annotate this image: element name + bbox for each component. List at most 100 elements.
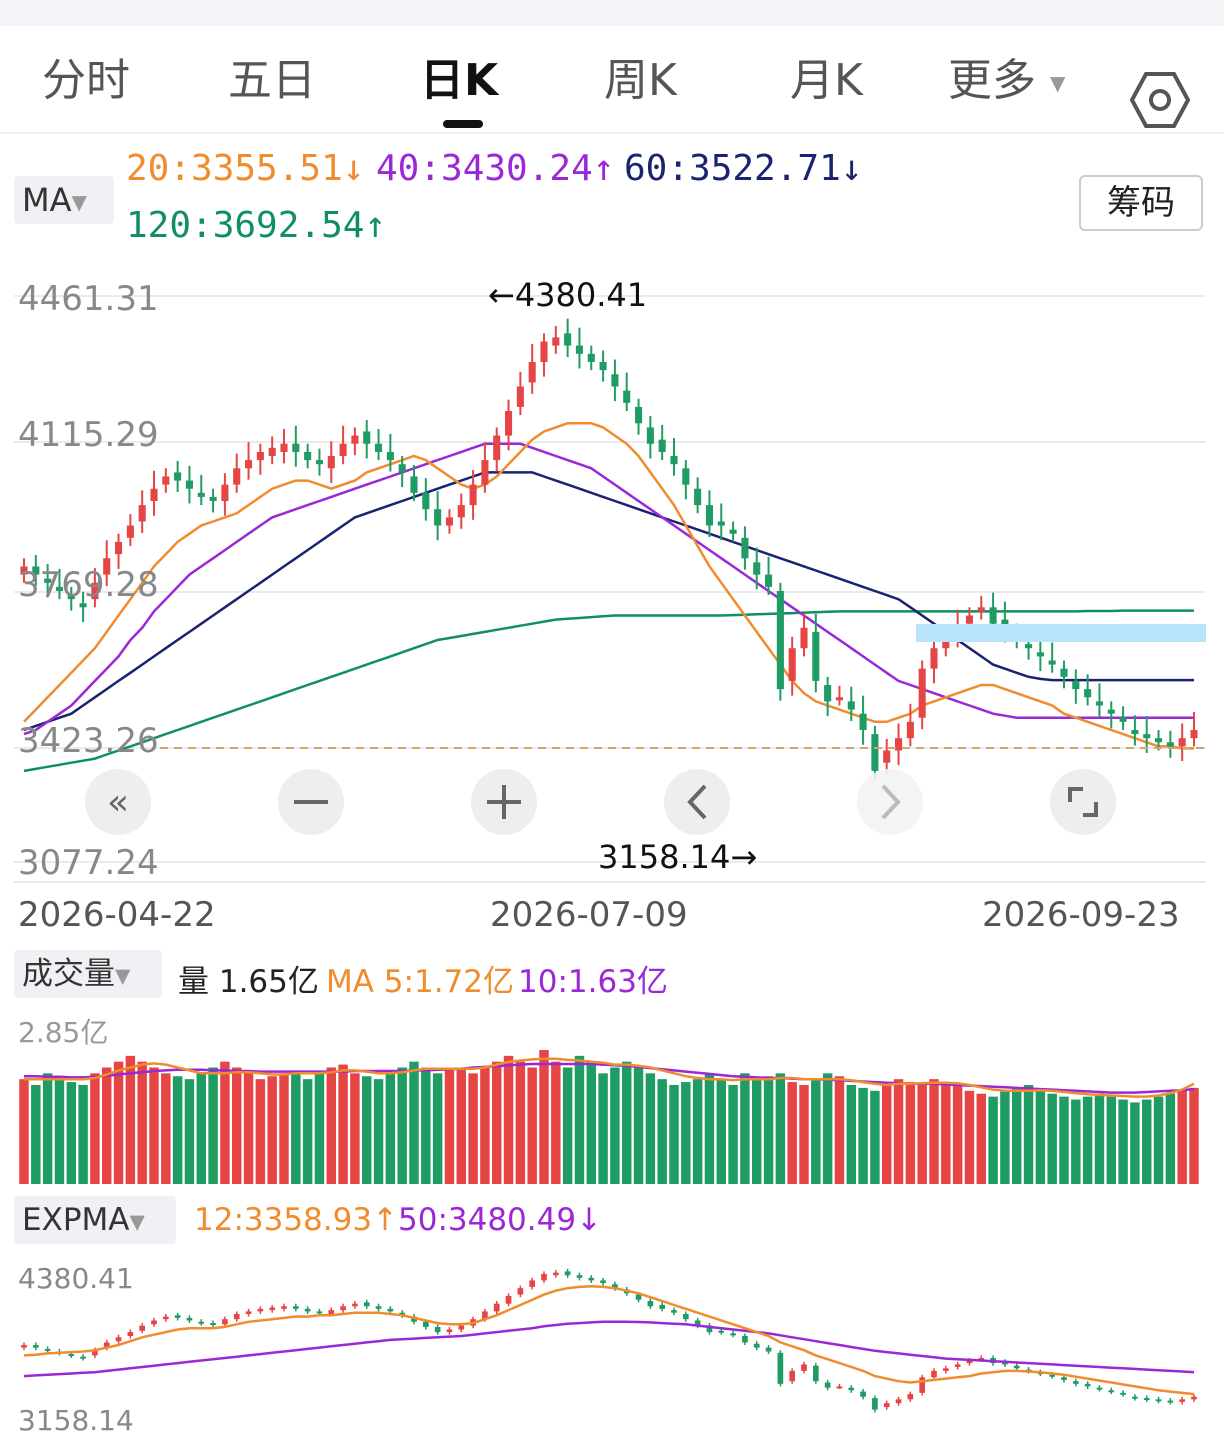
candle-body	[457, 505, 465, 518]
volume-value: 量 1.65亿	[178, 964, 319, 1000]
candle-body	[788, 648, 796, 681]
candle-body	[79, 603, 87, 608]
candle-body	[611, 374, 619, 387]
volume-bar	[527, 1067, 537, 1184]
tab-intraday[interactable]: 分时	[42, 55, 130, 106]
candle-body	[575, 345, 583, 354]
ma40-arrow: ↑	[592, 148, 615, 189]
candle-body	[516, 386, 524, 407]
chevron-down-icon: ▼	[115, 963, 131, 988]
prev-button[interactable]	[664, 769, 730, 835]
tab-more[interactable]: 更多 ▼	[948, 44, 1065, 108]
volume-bar	[763, 1076, 774, 1184]
expma-candle-body	[552, 1272, 559, 1276]
volume-bar	[539, 1050, 549, 1184]
expma-candle-body	[505, 1295, 512, 1304]
volume-bar	[1118, 1099, 1128, 1184]
tab-weekly-k[interactable]: 周K	[604, 55, 677, 106]
candle-body	[1190, 730, 1198, 739]
candle-body	[256, 451, 264, 461]
vol_ma5-line	[24, 1057, 1195, 1098]
expma-candle-body	[292, 1306, 299, 1309]
ma120-label: 120:3692.54	[126, 205, 365, 246]
candle-body	[221, 484, 229, 502]
expma-candle-body	[257, 1308, 264, 1312]
expma-candle-body	[564, 1271, 571, 1276]
expma-selector[interactable]: EXPMA▼	[14, 1196, 176, 1244]
volume-bar	[1106, 1096, 1116, 1184]
expma50-value: 50:3480.49↓	[398, 1202, 602, 1238]
y-tick: 4115.29	[18, 415, 159, 455]
next-button[interactable]	[857, 769, 923, 835]
active-tab-indicator	[443, 120, 483, 128]
volume-bar	[196, 1073, 206, 1184]
candle-body	[1072, 680, 1080, 690]
candle-body	[753, 562, 761, 575]
candle-body	[32, 566, 40, 575]
zoom-in-button[interactable]	[471, 769, 537, 835]
expma12-arrow: ↑	[372, 1202, 399, 1238]
volume-bar	[752, 1079, 762, 1184]
fullscreen-icon	[1068, 787, 1098, 817]
expma-candle-body	[281, 1306, 287, 1309]
chevron-right-icon	[881, 784, 901, 820]
expma-candle-body	[753, 1343, 760, 1348]
expma-candle-body	[1120, 1392, 1126, 1395]
expma-candle-body	[352, 1303, 358, 1307]
expma-candle-body	[269, 1307, 276, 1311]
tab-five-day[interactable]: 五日	[228, 55, 316, 106]
chevron-down-icon: ▼	[129, 1209, 145, 1234]
candle-body	[635, 406, 643, 424]
period-tabs: 分时 五日 日K 周K 月K 更多 ▼	[0, 26, 1224, 134]
y-tick: 3423.26	[18, 721, 159, 761]
zoom-out-button[interactable]	[278, 769, 344, 835]
fullscreen-button[interactable]	[1050, 769, 1116, 835]
ma-selector[interactable]: MA▼	[14, 176, 114, 224]
candle-body	[280, 443, 288, 452]
candlestick-chart[interactable]: 4461.31 4115.29 3769.28 3423.26 3077.24 …	[0, 262, 1224, 942]
candle-body	[174, 472, 182, 481]
volume-selector[interactable]: 成交量▼	[14, 950, 162, 998]
volume-bar	[952, 1084, 963, 1184]
expma-candle-body	[399, 1312, 406, 1316]
volume-bar	[338, 1064, 348, 1184]
expma-candle-body	[812, 1365, 819, 1382]
volume-bar	[704, 1073, 715, 1184]
volume-bar	[243, 1073, 254, 1184]
expma-candle-body	[458, 1325, 465, 1330]
volume-bar	[373, 1079, 384, 1184]
expma-selector-label: EXPMA	[22, 1202, 130, 1238]
expma-candle-body	[1132, 1396, 1138, 1399]
expma-candle-body	[1167, 1400, 1174, 1403]
expma-candle-body	[245, 1311, 252, 1315]
volume-bar	[716, 1079, 726, 1184]
ma60-value: 60:3522.71↓	[624, 148, 862, 189]
candle-body	[1107, 709, 1115, 714]
tab-monthly-k[interactable]: 月K	[790, 55, 863, 106]
candles	[20, 318, 1198, 780]
tab-daily-k[interactable]: 日K	[420, 55, 499, 106]
candle-body	[729, 529, 737, 534]
candle-body	[20, 566, 28, 575]
button-bg	[1050, 769, 1116, 835]
x-tick: 2026-09-23	[982, 895, 1180, 935]
expma-candle-body	[198, 1321, 205, 1324]
scroll-left-button[interactable]: «	[85, 769, 151, 835]
ma40-label: 40:3430.24	[376, 148, 593, 189]
volume-bar	[19, 1079, 29, 1184]
chip-distribution-button[interactable]: 筹码	[1079, 175, 1203, 231]
candle-body	[162, 476, 170, 485]
candle-body	[564, 333, 572, 346]
settings-hexagon-icon[interactable]	[1130, 70, 1190, 130]
candle-body	[942, 640, 950, 649]
candle-body	[540, 341, 548, 362]
expma12-line	[23, 1284, 1195, 1396]
volume-bar	[692, 1079, 703, 1184]
volume-bar	[1035, 1090, 1046, 1184]
y-tick: 3077.24	[18, 843, 159, 883]
candle-body	[304, 451, 312, 461]
candle-body	[965, 615, 973, 624]
expma-candle-body	[68, 1354, 75, 1357]
candle-body	[1084, 689, 1092, 698]
candle-body	[327, 456, 335, 469]
